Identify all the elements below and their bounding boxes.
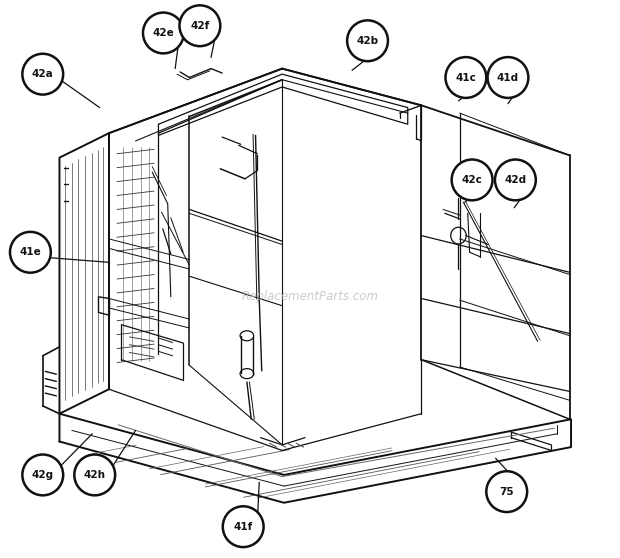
Text: 41f: 41f <box>234 522 253 532</box>
Text: 42e: 42e <box>153 28 174 38</box>
Text: 41e: 41e <box>19 247 42 257</box>
Text: 42d: 42d <box>504 175 526 185</box>
Text: 42f: 42f <box>190 21 210 31</box>
Text: 42g: 42g <box>32 470 54 480</box>
Text: 41d: 41d <box>497 73 519 83</box>
Text: 41c: 41c <box>456 73 476 83</box>
Ellipse shape <box>179 6 220 46</box>
Ellipse shape <box>487 57 528 98</box>
Ellipse shape <box>22 54 63 94</box>
Text: ReplacementParts.com: ReplacementParts.com <box>242 290 378 304</box>
Ellipse shape <box>347 20 388 61</box>
Text: 42c: 42c <box>462 175 482 185</box>
Ellipse shape <box>486 471 527 512</box>
Ellipse shape <box>223 506 264 547</box>
Ellipse shape <box>143 13 184 54</box>
Text: 42b: 42b <box>356 36 379 46</box>
Text: 42h: 42h <box>84 470 106 480</box>
Ellipse shape <box>495 160 536 200</box>
Ellipse shape <box>22 455 63 496</box>
Ellipse shape <box>446 57 486 98</box>
Text: 42a: 42a <box>32 69 54 79</box>
Ellipse shape <box>74 455 115 496</box>
Ellipse shape <box>10 232 51 273</box>
Ellipse shape <box>451 160 492 200</box>
Text: 75: 75 <box>499 487 514 497</box>
